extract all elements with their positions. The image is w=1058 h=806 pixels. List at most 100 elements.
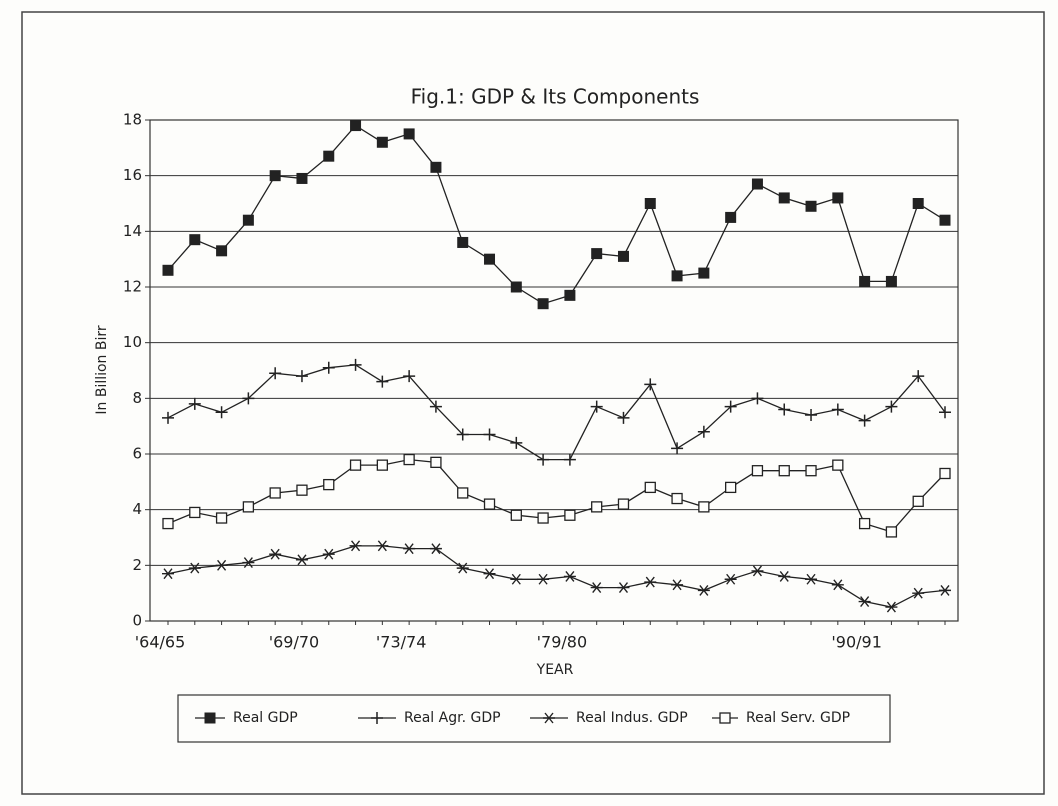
data-point: [858, 414, 871, 427]
data-point: [724, 573, 737, 585]
data-point: [939, 584, 951, 596]
data-point: [537, 512, 549, 524]
data-point: [778, 465, 790, 477]
data-point: [323, 150, 335, 162]
data-point: [457, 236, 469, 248]
data-point: [644, 378, 657, 391]
series-line: [167, 545, 946, 608]
data-point: [725, 481, 737, 494]
series-line: [167, 124, 946, 305]
data-point: [644, 576, 657, 588]
data-point: [697, 425, 710, 438]
y-tick-label: 18: [123, 111, 142, 129]
data-point: [483, 428, 496, 441]
frame: [21, 11, 1045, 795]
data-point: [912, 370, 925, 383]
data-point: [188, 562, 201, 574]
data-point: [510, 436, 523, 449]
data-point: [725, 211, 737, 223]
legend-marker: [371, 712, 383, 724]
data-point: [885, 601, 898, 613]
data-point: [162, 517, 174, 530]
data-point: [591, 501, 603, 513]
data-point: [564, 289, 576, 301]
data-point: [349, 358, 362, 371]
data-point: [590, 582, 603, 594]
data-point: [939, 467, 951, 480]
data-point: [376, 136, 388, 148]
data-point: [430, 161, 442, 173]
data-point: [376, 459, 388, 471]
data-point: [269, 170, 281, 182]
data-point: [671, 442, 684, 455]
data-point: [831, 403, 844, 416]
data-point: [912, 495, 924, 507]
data-point: [403, 128, 415, 140]
data-point: [537, 573, 550, 585]
y-tick-label: 12: [123, 278, 142, 296]
data-point: [296, 172, 308, 184]
data-point: [912, 198, 924, 209]
data-point: [537, 298, 549, 310]
data-point: [403, 543, 416, 555]
data-point: [296, 484, 308, 496]
data-point: [322, 548, 335, 560]
data-point: [483, 568, 496, 580]
data-point: [617, 498, 630, 510]
data-point: [590, 400, 603, 413]
x-tick-label: '73/74: [376, 633, 427, 652]
data-point: [295, 554, 308, 566]
data-point: [831, 579, 844, 591]
legend-marker: [719, 712, 731, 724]
data-point: [269, 548, 282, 560]
data-point: [456, 428, 469, 441]
data-point: [671, 492, 683, 505]
data-point: [242, 392, 255, 405]
x-axis-label: YEAR: [536, 662, 574, 678]
data-point: [429, 543, 442, 555]
data-point: [751, 465, 764, 477]
data-point: [805, 573, 818, 585]
data-point: [885, 400, 898, 413]
data-point: [456, 562, 469, 574]
data-point: [698, 501, 710, 513]
legend-label: Real Serv. GDP: [746, 710, 850, 726]
data-point: [350, 120, 362, 132]
x-tick-label: '64/65: [135, 633, 186, 652]
data-point: [162, 411, 174, 424]
data-point: [376, 540, 389, 552]
data-point: [322, 361, 335, 374]
data-point: [295, 370, 308, 383]
data-point: [805, 465, 817, 477]
chart-title: Fig.1: GDP & Its Components: [411, 85, 700, 109]
plot-border: [149, 119, 959, 622]
legend-box: [177, 694, 891, 743]
data-point: [242, 214, 254, 226]
data-point: [644, 198, 656, 209]
y-tick-label: 2: [132, 556, 142, 574]
y-tick-label: 6: [132, 445, 142, 463]
legend-label: Real Indus. GDP: [576, 710, 688, 726]
data-point: [162, 264, 174, 276]
data-point: [215, 559, 228, 571]
data-point: [269, 487, 281, 499]
data-point: [216, 245, 228, 257]
data-point: [537, 453, 550, 466]
data-point: [188, 397, 201, 410]
data-point: [885, 526, 898, 538]
y-tick-label: 10: [123, 333, 142, 351]
y-tick-label: 16: [123, 166, 142, 184]
series-line: [167, 364, 946, 461]
y-axis-label: In Billion Birr: [94, 325, 110, 415]
data-point: [510, 509, 522, 521]
data-point: [483, 498, 496, 510]
data-point: [858, 517, 871, 530]
data-point: [242, 557, 255, 568]
data-point: [403, 453, 415, 466]
data-point: [563, 571, 576, 582]
data-point: [805, 409, 818, 422]
data-point: [859, 275, 871, 287]
data-point: [457, 487, 469, 499]
